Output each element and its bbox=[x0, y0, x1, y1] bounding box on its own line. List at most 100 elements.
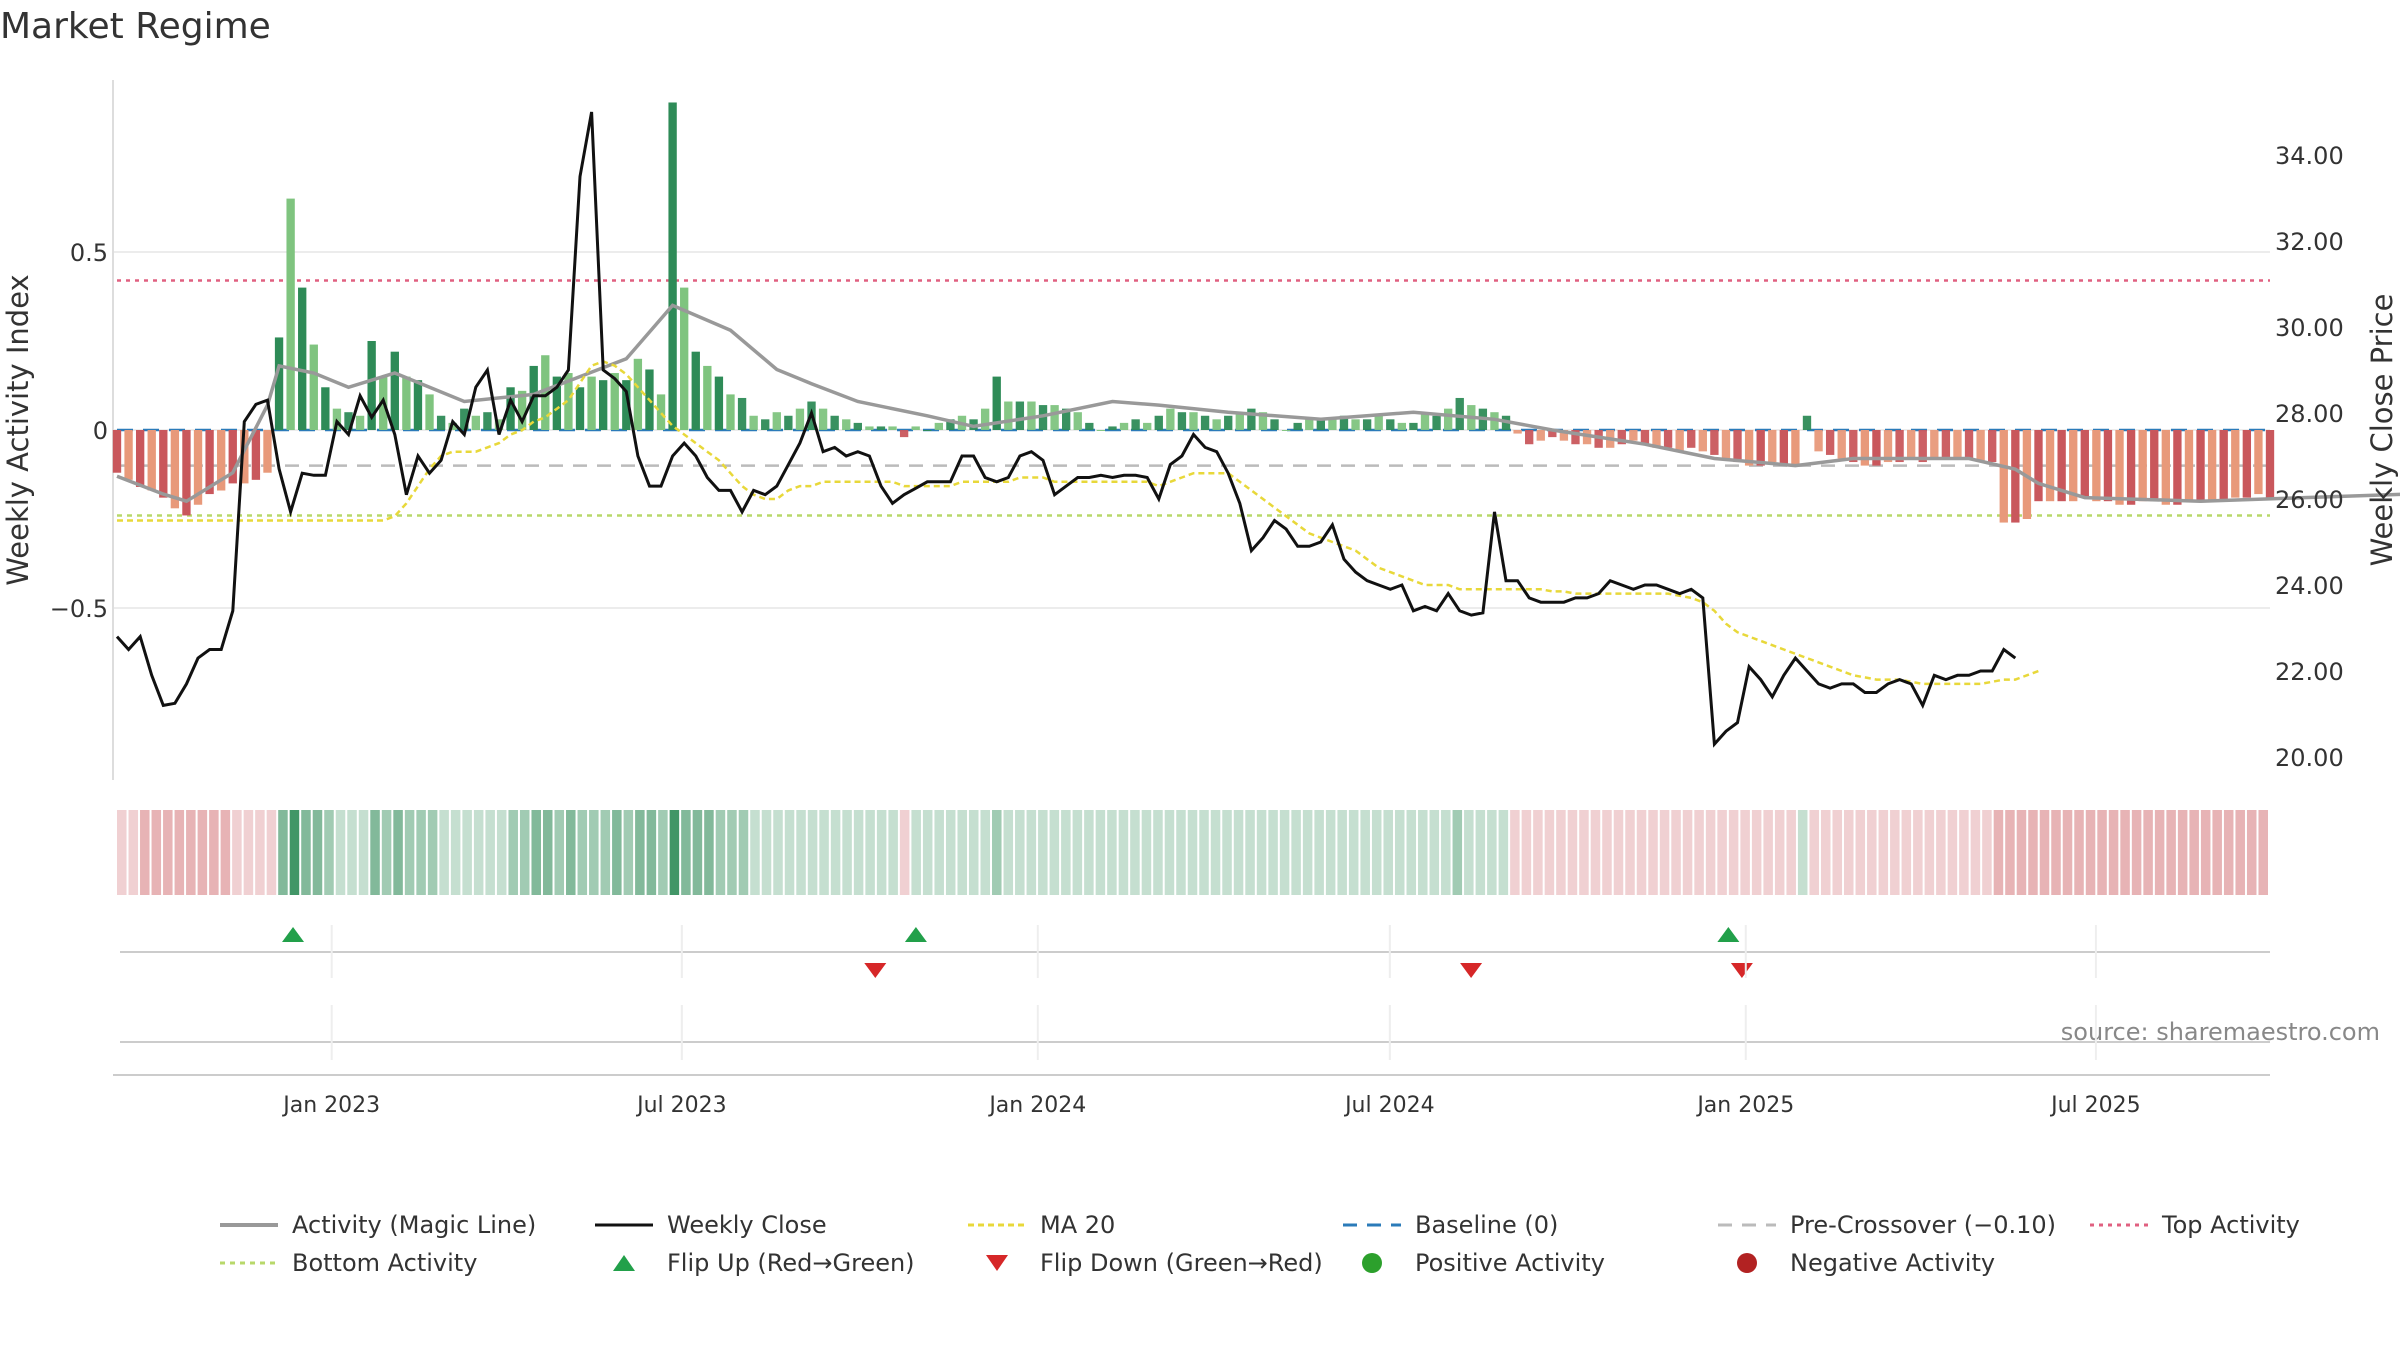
activity-bar bbox=[2034, 430, 2043, 502]
activity-bar bbox=[2103, 430, 2113, 502]
activity-bar bbox=[367, 341, 376, 430]
activity-bar bbox=[471, 415, 481, 430]
regime-strip-cell bbox=[1176, 810, 1186, 895]
regime-strip-cell bbox=[1222, 810, 1232, 895]
activity-bar bbox=[2231, 430, 2240, 498]
regime-strip-cell bbox=[600, 810, 611, 895]
activity-bar bbox=[680, 287, 689, 430]
regime-strip-cell bbox=[2166, 810, 2176, 895]
activity-bar bbox=[506, 387, 515, 430]
reference-lines bbox=[117, 279, 2270, 517]
regime-strip-cell bbox=[957, 810, 967, 895]
regime-strip-cell bbox=[635, 810, 645, 895]
x-tick-label: Jan 2023 bbox=[281, 1093, 380, 1118]
activity-bar bbox=[1119, 422, 1129, 430]
activity-bar bbox=[390, 351, 399, 430]
activity-bar bbox=[2069, 430, 2078, 502]
y-axis-label-left: Weekly Activity Index bbox=[1, 274, 35, 585]
activity-bar bbox=[772, 412, 781, 430]
regime-strip-cell bbox=[1878, 810, 1889, 895]
regime-strip-cell bbox=[439, 810, 449, 895]
regime-strip-cell bbox=[1279, 810, 1290, 895]
regime-strip-cell bbox=[658, 810, 668, 895]
legend-label: Positive Activity bbox=[1415, 1249, 1605, 1277]
activity-bar bbox=[575, 387, 585, 430]
regime-strip-cell bbox=[1153, 810, 1163, 895]
regime-strip-cell bbox=[819, 810, 829, 895]
activity-bar bbox=[274, 337, 284, 430]
regime-strip-cell bbox=[566, 810, 576, 895]
activity-bar bbox=[552, 376, 562, 430]
legend-label: MA 20 bbox=[1040, 1211, 1115, 1239]
regime-strip-cell bbox=[2085, 810, 2096, 895]
activity-bar bbox=[876, 426, 886, 430]
regime-strip-cell bbox=[1820, 810, 1831, 895]
y-right-tick-label: 22.00 bbox=[2275, 658, 2344, 686]
regime-strip-cell bbox=[1314, 810, 1324, 895]
regime-strip-cell bbox=[784, 810, 795, 895]
flip-markers bbox=[120, 927, 2270, 1043]
regime-strip-cell bbox=[1993, 810, 2004, 895]
regime-strip-cell bbox=[1694, 810, 1704, 895]
activity-bar bbox=[911, 426, 920, 430]
activity-bar bbox=[298, 287, 307, 430]
legend-label: Flip Down (Green→Red) bbox=[1040, 1249, 1323, 1277]
activity-bar bbox=[1270, 419, 1279, 430]
regime-strip-cell bbox=[2039, 810, 2050, 895]
activity-bar bbox=[818, 408, 828, 430]
regime-strip-cell bbox=[1418, 810, 1428, 895]
regime-strip-cell bbox=[370, 810, 380, 895]
regime-strip-cell bbox=[335, 810, 346, 895]
regime-strip-cell bbox=[1291, 810, 1301, 895]
regime-strip-cell bbox=[151, 810, 162, 895]
regime-strip-cell bbox=[1394, 810, 1405, 895]
regime-strip-cell bbox=[1970, 810, 1981, 895]
activity-bar bbox=[1791, 430, 1800, 466]
regime-strip-cell bbox=[1337, 810, 1347, 895]
y-left-tick-label: 0.5 bbox=[70, 239, 108, 267]
activity-bar bbox=[1825, 430, 1835, 455]
regime-strip-cell bbox=[312, 810, 323, 895]
activity-bar bbox=[1802, 415, 1812, 430]
regime-strip-cell bbox=[1475, 810, 1486, 895]
regime-strip-cell bbox=[2131, 810, 2142, 895]
regime-strip-cell bbox=[646, 810, 657, 895]
regime-strip-cell bbox=[1774, 810, 1785, 895]
series-lines bbox=[115, 111, 2400, 748]
activity-bar bbox=[483, 412, 492, 430]
activity-bar bbox=[1582, 430, 1592, 445]
legend-label: Activity (Magic Line) bbox=[292, 1211, 536, 1239]
regime-strip-cell bbox=[1924, 810, 1935, 895]
activity-bar bbox=[2242, 430, 2252, 498]
activity-bar bbox=[436, 415, 446, 430]
activity-bar bbox=[726, 394, 735, 430]
activity-bar bbox=[309, 344, 318, 430]
activity-bar bbox=[980, 408, 990, 430]
regime-strip-cell bbox=[750, 810, 760, 895]
activity-bar bbox=[2126, 430, 2136, 505]
regime-strip-cell bbox=[393, 810, 403, 895]
regime-strip-cell bbox=[358, 810, 369, 895]
regime-strip-cell bbox=[1371, 810, 1382, 895]
regime-strip-cell bbox=[2051, 810, 2061, 895]
regime-strip-cell bbox=[1049, 810, 1060, 895]
regime-strip-cell bbox=[128, 810, 139, 895]
activity-bar bbox=[286, 198, 295, 430]
activity-bar bbox=[2150, 430, 2159, 502]
y-right-tick-label: 28.00 bbox=[2275, 400, 2344, 428]
activity-bar bbox=[517, 390, 527, 430]
activity-bar bbox=[946, 419, 955, 430]
regime-strip-cell bbox=[911, 810, 921, 895]
activity-bar bbox=[1988, 430, 1997, 463]
activity-bar bbox=[842, 419, 851, 430]
activity-bar bbox=[1548, 430, 1557, 438]
regime-strip-cell bbox=[2189, 810, 2199, 895]
y-left-tick-label: 0 bbox=[93, 417, 108, 445]
activity-bar bbox=[633, 358, 643, 430]
activity-bar bbox=[1629, 430, 1638, 441]
regime-strip-cell bbox=[232, 810, 242, 895]
activity-bar bbox=[1860, 430, 1870, 466]
regime-strip-cell bbox=[2097, 810, 2107, 895]
regime-strip-cell bbox=[773, 810, 783, 895]
